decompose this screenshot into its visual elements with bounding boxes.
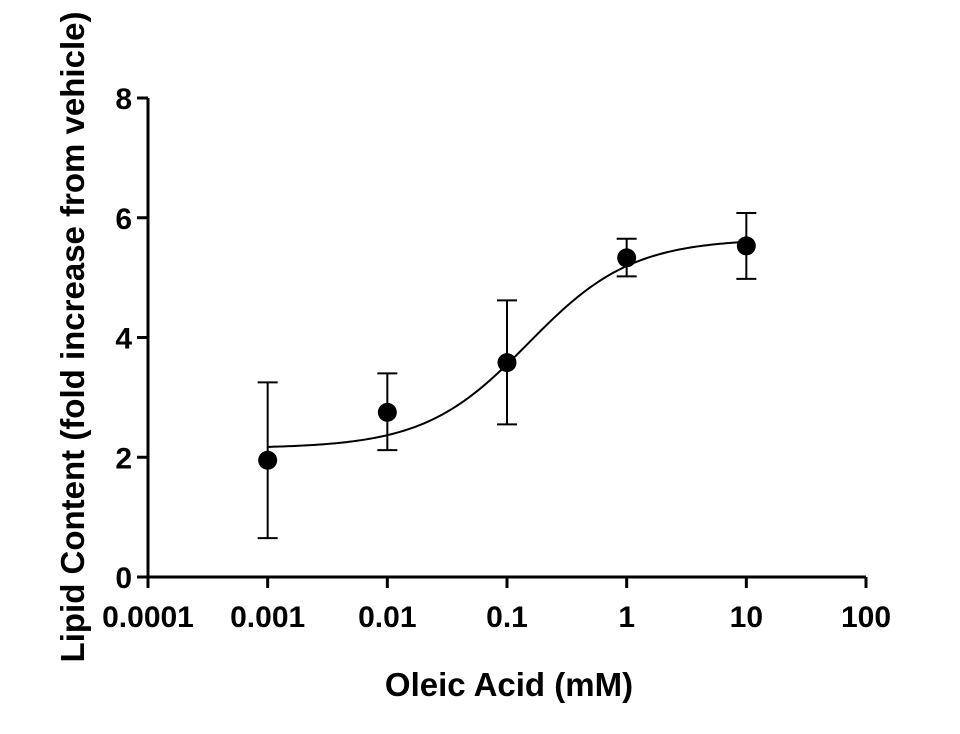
x-tick-label: 0.001	[230, 601, 305, 634]
data-point	[497, 353, 517, 373]
x-tick-label: 1	[618, 601, 635, 634]
x-tick-label: 0.1	[486, 601, 528, 634]
y-tick-label: 4	[115, 323, 132, 356]
data-point	[258, 450, 278, 470]
error-bars	[257, 211, 757, 540]
data-point	[377, 402, 397, 422]
y-tick-label: 8	[115, 83, 132, 116]
axes: 0 2 4 6 8 0.0001 0.001 0.01 0.1 1 10 100	[102, 83, 891, 634]
data-point	[736, 236, 756, 256]
data-point	[617, 248, 637, 268]
y-axis-title: Lipid Content (fold increase from vehicl…	[54, 12, 91, 663]
x-tick-label: 10	[730, 601, 763, 634]
x-tick-label: 0.0001	[102, 601, 194, 634]
x-axis-title: Oleic Acid (mM)	[385, 666, 633, 703]
y-tick-label: 6	[115, 203, 132, 236]
y-tick-label: 2	[115, 442, 132, 475]
data-points	[258, 236, 756, 470]
x-tick-label: 0.01	[358, 601, 416, 634]
x-tick-label: 100	[841, 601, 891, 634]
y-tick-label: 0	[115, 562, 132, 595]
